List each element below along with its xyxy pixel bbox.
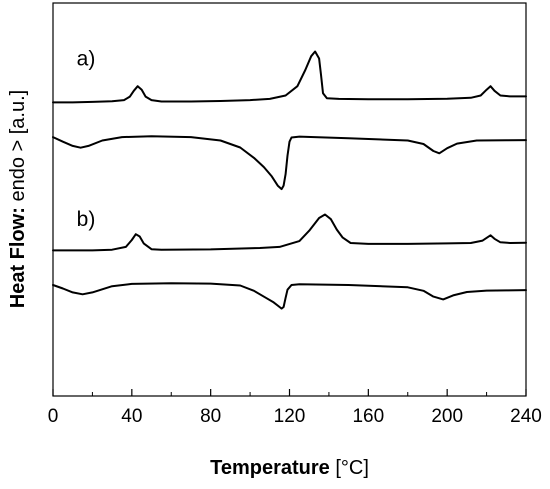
x-axis-title: Temperature [°C] <box>210 457 369 479</box>
x-tick-label-160: 160 <box>352 406 384 427</box>
panel-labels: a) b) <box>77 47 96 231</box>
y-axis-title: Heat Flow: endo > [a.u.] <box>7 90 29 308</box>
x-ticks: 0 40 80 120 160 200 240 <box>48 389 542 427</box>
x-tick-label-200: 200 <box>431 406 463 427</box>
y-axis-title-rest: endo > [a.u.] <box>7 90 29 207</box>
series-group <box>52 50 527 310</box>
x-tick-label-80: 80 <box>200 406 221 427</box>
panel-label-1: b) <box>77 208 96 231</box>
x-tick-label-120: 120 <box>274 406 306 427</box>
x-tick-label-40: 40 <box>121 406 142 427</box>
x-tick-label-0: 0 <box>48 406 59 427</box>
panel-label-0: a) <box>77 47 96 70</box>
series-line-b-heating <box>52 213 527 252</box>
x-axis-title-unit: [°C] <box>330 457 369 479</box>
y-axis-title-bold: Heat Flow: <box>7 207 29 308</box>
x-axis-title-bold: Temperature <box>210 457 330 479</box>
plot-frame <box>52 2 527 397</box>
series-line-a-cooling <box>52 135 527 191</box>
x-tick-label-240: 240 <box>510 406 542 427</box>
series-line-b-cooling <box>52 282 527 310</box>
series-line-a-heating <box>52 50 527 104</box>
